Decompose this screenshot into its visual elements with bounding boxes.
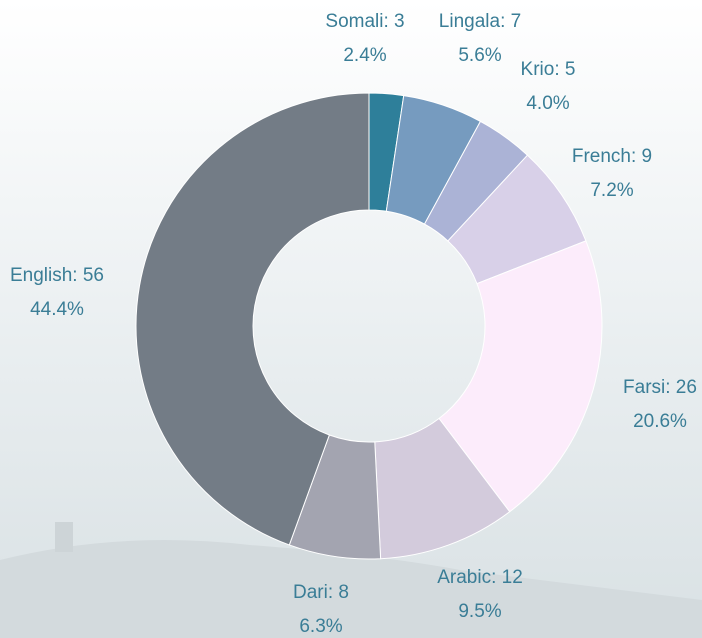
slice-percent: 6.3% <box>299 616 342 637</box>
slice-label: Somali: 3 <box>325 11 404 32</box>
slice-percent: 44.4% <box>30 299 84 320</box>
tower <box>55 522 73 552</box>
slice-label: Arabic: 12 <box>437 567 523 588</box>
slice-label: English: 56 <box>10 265 104 286</box>
slice-percent: 7.2% <box>590 180 633 201</box>
slice-label: Lingala: 7 <box>439 11 521 32</box>
slice-percent: 20.6% <box>633 411 687 432</box>
slice-percent: 4.0% <box>526 93 569 114</box>
slice-label: Krio: 5 <box>521 59 576 80</box>
slice-label: Dari: 8 <box>293 582 349 603</box>
slice <box>135 92 370 546</box>
slice-percent: 2.4% <box>343 45 386 66</box>
slice-percent: 5.6% <box>458 45 501 66</box>
slice-label: Farsi: 26 <box>623 377 697 398</box>
slice <box>438 240 603 513</box>
slice-percent: 9.5% <box>458 601 501 622</box>
slice-label: French: 9 <box>572 146 652 167</box>
hillside <box>0 540 702 638</box>
